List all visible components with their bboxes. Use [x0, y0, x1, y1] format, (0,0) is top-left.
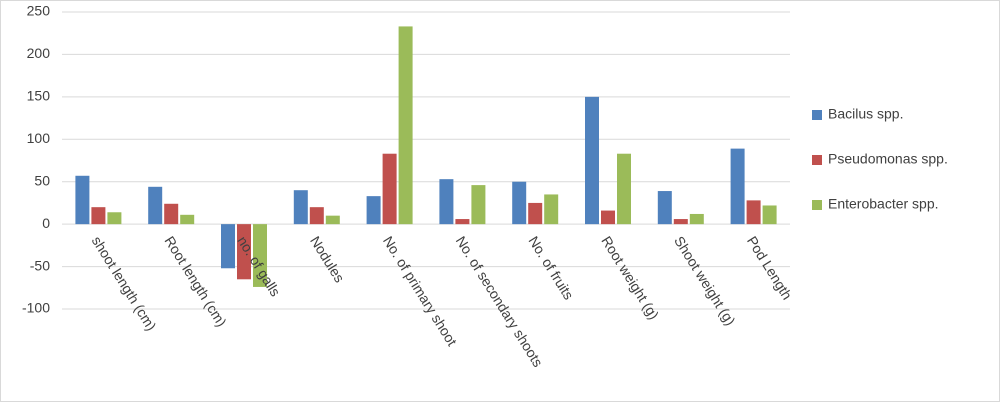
- y-tick-label: -50: [30, 257, 50, 273]
- bar: [164, 203, 179, 225]
- bar: [253, 224, 267, 287]
- bar: [293, 190, 308, 225]
- bar: [237, 224, 251, 280]
- bar: [673, 219, 688, 225]
- bar: [544, 194, 559, 225]
- bar: [601, 210, 615, 225]
- bar: [107, 212, 122, 225]
- y-tick-label: 200: [27, 45, 51, 61]
- legend-label: Bacilus spp.: [828, 106, 903, 122]
- y-tick-label: 100: [27, 130, 51, 146]
- bar: [309, 207, 324, 225]
- bar: [746, 200, 761, 225]
- bar: [585, 96, 599, 225]
- legend-label: Pseudomonas spp.: [828, 151, 948, 167]
- bar: [439, 179, 454, 225]
- bar: [148, 186, 163, 225]
- bar: [325, 215, 340, 225]
- bar: [382, 153, 397, 225]
- bar: [689, 213, 704, 225]
- legend-swatch: [812, 110, 822, 120]
- bar: [471, 185, 486, 225]
- bar: [180, 214, 195, 225]
- legend-swatch: [812, 200, 822, 210]
- bar: [91, 207, 106, 225]
- bar: [75, 175, 90, 225]
- bar: [398, 26, 413, 225]
- y-tick-label: 250: [27, 3, 51, 19]
- bar: [455, 219, 470, 225]
- y-tick-label: 0: [42, 215, 50, 231]
- bar: [762, 205, 777, 225]
- legend-swatch: [812, 155, 822, 165]
- bar: [657, 191, 672, 225]
- bar: [366, 196, 381, 225]
- bar: [730, 148, 745, 225]
- bar: [221, 224, 235, 269]
- bar: [512, 181, 527, 225]
- y-tick-label: -100: [22, 300, 50, 316]
- bar: [528, 202, 543, 225]
- bar: [617, 153, 631, 225]
- y-tick-label: 50: [34, 172, 50, 188]
- legend-label: Enterobacter spp.: [828, 196, 939, 212]
- y-tick-label: 150: [27, 88, 51, 104]
